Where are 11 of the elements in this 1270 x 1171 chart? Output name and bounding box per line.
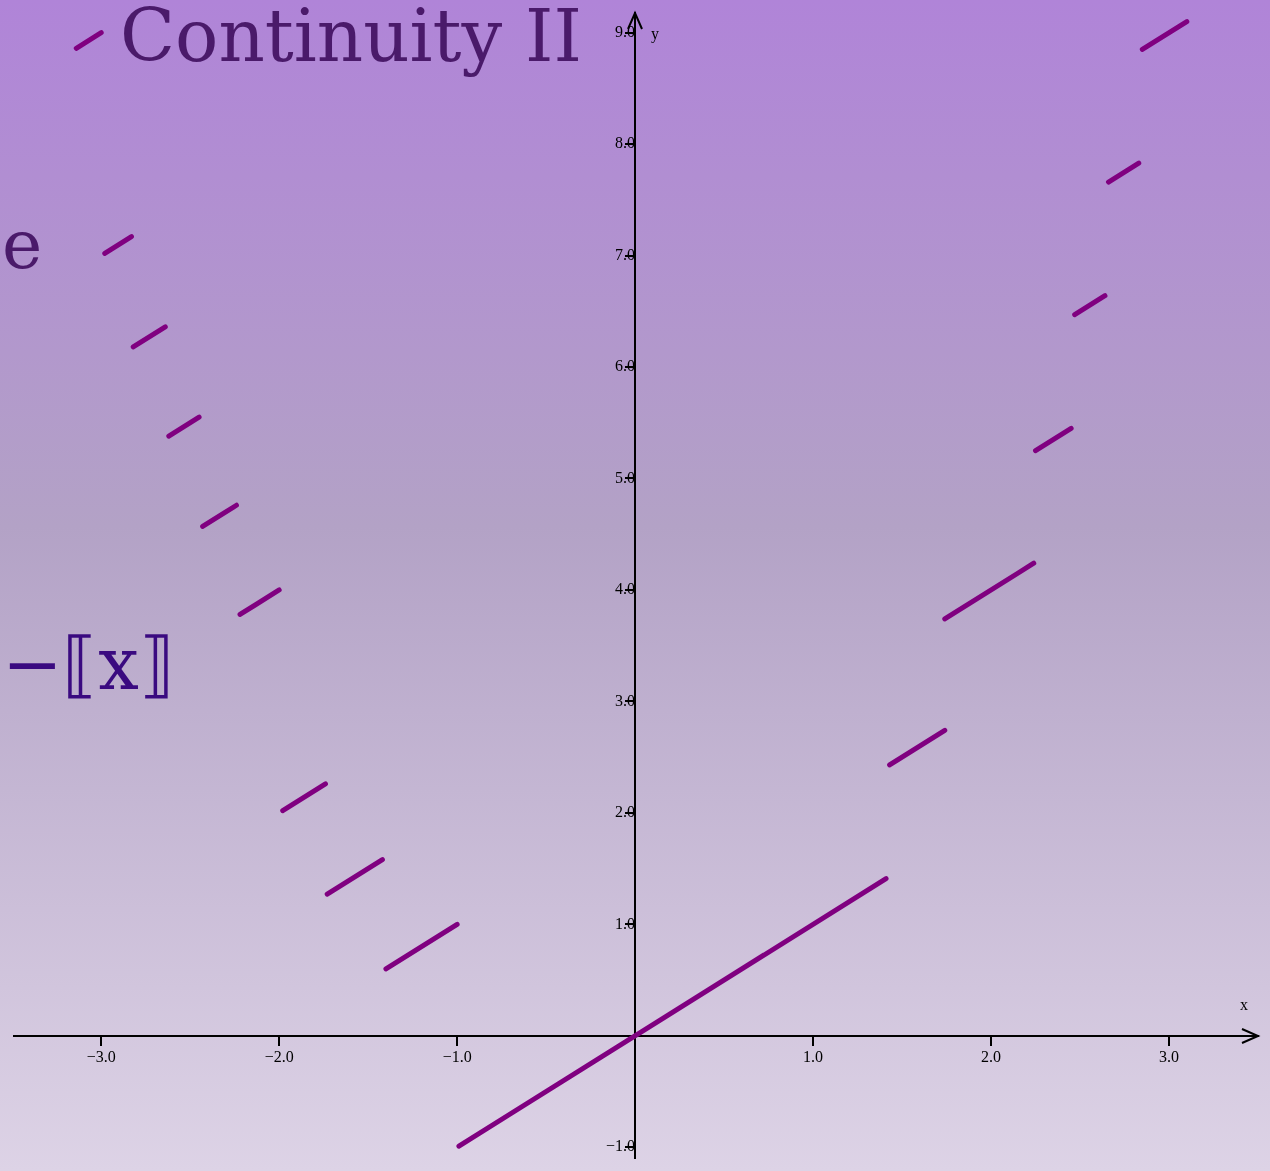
x-tick-label: −2.0 xyxy=(264,1047,294,1065)
x-tick-label: −3.0 xyxy=(86,1047,116,1065)
annotation: e xyxy=(2,205,43,284)
x-axis-title: x xyxy=(1240,995,1248,1014)
x-tick-label: −1.0 xyxy=(442,1047,472,1065)
y-axis-title: y xyxy=(651,24,660,43)
annotation: −⟦x⟧ xyxy=(2,622,175,706)
x-tick-label: 1.0 xyxy=(803,1047,824,1065)
x-tick-label: 3.0 xyxy=(1159,1047,1180,1065)
x-tick-label: 2.0 xyxy=(981,1047,1002,1065)
chart-title: Continuity II xyxy=(120,0,582,78)
